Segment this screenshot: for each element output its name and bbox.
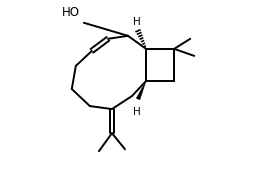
- Text: H: H: [133, 17, 141, 27]
- Text: HO: HO: [62, 6, 80, 19]
- Polygon shape: [136, 81, 146, 100]
- Text: H: H: [133, 107, 141, 117]
